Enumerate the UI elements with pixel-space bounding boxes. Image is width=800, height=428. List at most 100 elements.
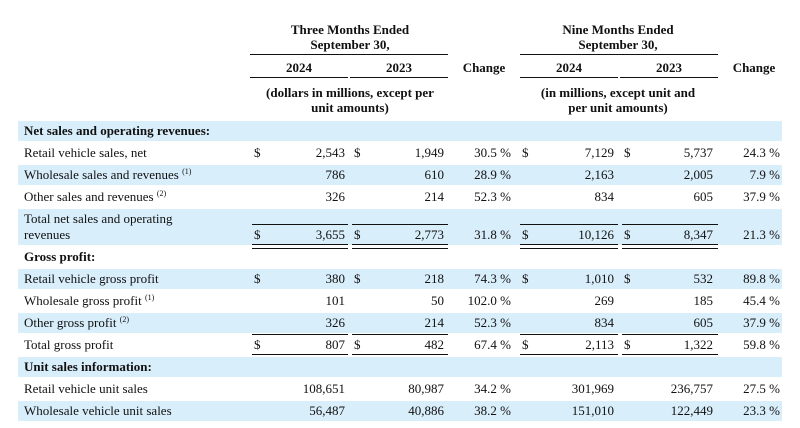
cell-n24: 2,163 [584,167,614,182]
subtotal-rule [252,334,348,335]
cell-q23: 214 [424,315,445,330]
cell-nchg: 24.3 % [743,145,780,160]
units-note-nine-line1: (in millions, except unit and [540,85,696,100]
row-label: Wholesale vehicle unit sales [24,403,172,419]
dollar-sign: $ [624,145,631,160]
col-rule [520,77,618,78]
cell-n23: 236,757 [670,381,713,396]
col-2024-nine: 2024 [556,60,582,75]
cell-n24: 834 [594,189,615,204]
footnote-marker: (1) [182,167,192,176]
cell-nchg: 37.9 % [743,189,780,204]
cell-nchg: 89.8 % [743,271,780,286]
cell-q23: 214 [424,189,445,204]
cell-q24: 380 [325,271,346,286]
col-rule [250,77,348,78]
dollar-sign: $ [624,227,631,242]
row-label-text: Wholesale vehicle unit sales [24,403,172,418]
subtotal-rule [352,334,448,335]
dollar-sign: $ [522,337,529,352]
total-double-rule [252,244,348,249]
cell-nchg: 37.9 % [743,315,780,330]
section-header: Unit sales information: [24,359,152,375]
row-label: Other gross profit (2) [24,315,129,331]
cell-n23: 185 [693,293,714,308]
cell-q23: 80,987 [408,381,444,396]
row-label-text: Total gross profit [24,337,114,352]
cell-qchg: 30.5 % [474,145,511,160]
dollar-sign: $ [254,271,261,286]
cell-n24: 834 [594,315,615,330]
cell-q24: 786 [325,167,346,182]
row-label: Retail vehicle sales, net [24,145,147,161]
row-label: Total net sales and operating revenues [24,211,173,243]
dollar-sign: $ [354,337,361,352]
dollar-sign: $ [624,337,631,352]
col-change-three: Change [462,60,506,75]
cell-n24: 7,129 [584,145,614,160]
row-label-text: Other sales and revenues [24,189,154,204]
header-rule [250,54,448,55]
total-double-rule [352,244,448,249]
cell-qchg: 67.4 % [474,337,511,352]
cell-n23: 2,005 [683,167,713,182]
subtotal-rule [520,224,618,225]
cell-qchg: 34.2 % [474,381,511,396]
row-label-text: revenues [24,227,71,242]
units-note-three-line2: unit amounts) [311,100,389,115]
row-label-text: Wholesale sales and revenues [24,167,179,182]
subtotal-rule [252,224,348,225]
col-2023-three: 2023 [386,60,412,75]
col-change-nine: Change [732,60,776,75]
row-band [18,165,782,185]
row-label-text: Retail vehicle sales, net [24,145,147,160]
cell-qchg: 74.3 % [474,271,511,286]
dollar-sign: $ [254,145,261,160]
cell-q24: 326 [325,189,346,204]
cell-n23: 605 [693,315,714,330]
cell-nchg: 27.5 % [743,381,780,396]
row-band [18,313,782,333]
row-label-text: Net sales and operating revenues: [24,123,211,138]
col-rule [620,77,718,78]
section-header: Net sales and operating revenues: [24,123,210,139]
cell-q23: 218 [424,271,445,286]
cell-q24: 807 [325,337,346,352]
dollar-sign: $ [254,337,261,352]
row-label: Other sales and revenues (2) [24,189,166,205]
row-label-text: Gross profit: [24,249,96,264]
section-header: Gross profit: [24,249,95,265]
cell-q24: 326 [325,315,346,330]
cell-n23: 122,449 [670,403,713,418]
cell-nchg: 59.8 % [743,337,780,352]
header-nine-months: Nine Months Ended September 30, [518,22,718,52]
row-band [18,401,782,421]
header-three-months-line2: September 30, [310,37,390,52]
row-band [18,357,782,377]
total-double-rule [520,244,618,249]
cell-q24: 108,651 [302,381,345,396]
units-note-three-line1: (dollars in millions, except per [266,85,434,100]
header-nine-months-line1: Nine Months Ended [562,22,674,37]
row-label-text: Wholesale gross profit [24,293,142,308]
col-2023-nine: 2023 [656,60,682,75]
cell-nchg: 23.3 % [743,403,780,418]
cell-n23: 605 [693,189,714,204]
subtotal-rule [622,334,718,335]
row-label-text: Retail vehicle gross profit [24,271,159,286]
footnote-marker: (2) [156,189,167,198]
cell-n24: 301,969 [571,381,614,396]
subtotal-rule [352,224,448,225]
row-label-text: Other gross profit [24,315,117,330]
cell-n23: 532 [693,271,714,286]
cell-n23: 1,322 [683,337,713,352]
cell-n23: 5,737 [683,145,713,160]
dollar-sign: $ [522,145,529,160]
col-rule [350,77,448,78]
subtotal-rule [622,224,718,225]
cell-qchg: 31.8 % [474,227,511,242]
cell-q24: 101 [325,293,346,308]
cell-q23: 1,949 [414,145,444,160]
row-label: Wholesale sales and revenues (1) [24,167,191,183]
row-label: Retail vehicle gross profit [24,271,159,287]
